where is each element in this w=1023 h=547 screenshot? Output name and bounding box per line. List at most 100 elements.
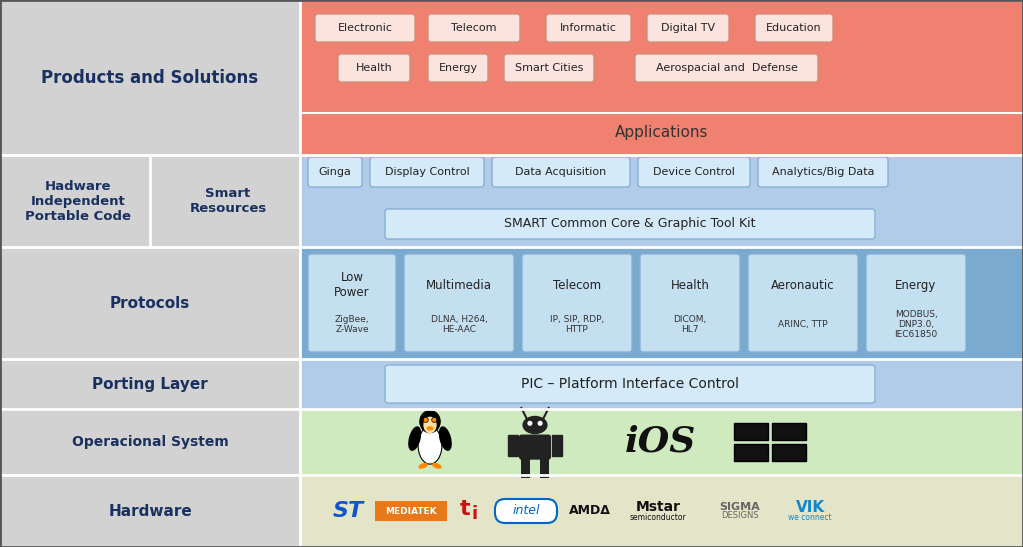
Text: Aeronautic: Aeronautic <box>771 279 835 292</box>
Text: ARINC, TTP: ARINC, TTP <box>779 320 828 329</box>
Text: Applications: Applications <box>615 125 708 141</box>
Bar <box>300 359 1023 409</box>
FancyBboxPatch shape <box>370 157 484 187</box>
Text: SIGMA: SIGMA <box>719 502 760 512</box>
Text: Energy: Energy <box>895 279 937 292</box>
Text: Energy: Energy <box>439 63 478 73</box>
Text: Telecom: Telecom <box>451 23 497 33</box>
Ellipse shape <box>418 427 442 464</box>
Ellipse shape <box>409 427 420 450</box>
Bar <box>300 409 1023 475</box>
Text: Multimedia: Multimedia <box>426 279 492 292</box>
Text: Display Control: Display Control <box>385 167 470 177</box>
Text: Operacional System: Operacional System <box>72 435 228 449</box>
Text: Analytics/Big Data: Analytics/Big Data <box>771 167 875 177</box>
Circle shape <box>424 417 429 422</box>
Bar <box>0 359 300 409</box>
Text: Education: Education <box>766 23 821 33</box>
Text: AMDΔ: AMDΔ <box>569 504 611 517</box>
Text: MODBUS,
DNP3.0,
IEC61850: MODBUS, DNP3.0, IEC61850 <box>894 310 938 340</box>
FancyBboxPatch shape <box>771 423 806 440</box>
Text: Data Acquisition: Data Acquisition <box>516 167 607 177</box>
Text: DICOM,
HL7: DICOM, HL7 <box>673 315 707 334</box>
Text: DESIGNS: DESIGNS <box>721 511 759 521</box>
FancyBboxPatch shape <box>522 254 632 352</box>
Text: i: i <box>472 505 478 523</box>
FancyBboxPatch shape <box>308 254 396 352</box>
Bar <box>0 0 300 155</box>
Bar <box>0 247 300 359</box>
FancyBboxPatch shape <box>638 157 750 187</box>
Bar <box>300 0 1023 155</box>
FancyBboxPatch shape <box>404 254 514 352</box>
FancyBboxPatch shape <box>758 157 888 187</box>
FancyBboxPatch shape <box>546 14 631 42</box>
Text: Smart
Resources: Smart Resources <box>189 187 267 215</box>
FancyBboxPatch shape <box>520 435 550 459</box>
Text: Ginga: Ginga <box>318 167 352 177</box>
FancyBboxPatch shape <box>385 365 875 403</box>
FancyBboxPatch shape <box>755 14 833 42</box>
Bar <box>552 435 563 456</box>
FancyBboxPatch shape <box>428 54 488 82</box>
Text: Aerospacial and  Defense: Aerospacial and Defense <box>656 63 798 73</box>
Bar <box>540 457 548 478</box>
Text: ZigBee,
Z-Wave: ZigBee, Z-Wave <box>335 315 369 334</box>
Text: semiconductor: semiconductor <box>629 513 686 521</box>
Bar <box>375 501 447 521</box>
Circle shape <box>432 417 437 422</box>
Ellipse shape <box>419 411 440 433</box>
FancyBboxPatch shape <box>748 254 858 352</box>
Text: Products and Solutions: Products and Solutions <box>42 69 259 87</box>
Bar <box>0 409 300 475</box>
Text: DLNA, H264,
HE-AAC: DLNA, H264, HE-AAC <box>431 315 487 334</box>
FancyBboxPatch shape <box>866 254 966 352</box>
Ellipse shape <box>425 417 436 433</box>
FancyBboxPatch shape <box>495 499 557 523</box>
FancyBboxPatch shape <box>308 157 362 187</box>
Text: intel: intel <box>513 504 540 517</box>
Text: Porting Layer: Porting Layer <box>92 376 208 392</box>
Ellipse shape <box>523 416 547 434</box>
Bar <box>300 247 1023 359</box>
Text: t: t <box>459 499 471 519</box>
Text: Hadware
Independent
Portable Code: Hadware Independent Portable Code <box>25 179 131 223</box>
Bar <box>300 475 1023 547</box>
Text: Protocols: Protocols <box>109 295 190 311</box>
Text: VIK: VIK <box>796 499 825 515</box>
Text: Health: Health <box>670 279 709 292</box>
FancyBboxPatch shape <box>735 423 768 440</box>
Text: Mstar: Mstar <box>635 500 680 514</box>
FancyBboxPatch shape <box>647 14 729 42</box>
Text: Digital TV: Digital TV <box>661 23 715 33</box>
Text: Device Control: Device Control <box>653 167 735 177</box>
FancyBboxPatch shape <box>771 444 806 461</box>
FancyBboxPatch shape <box>640 254 740 352</box>
Text: Health: Health <box>356 63 393 73</box>
Text: IP, SIP, RDP,
HTTP: IP, SIP, RDP, HTTP <box>550 315 605 334</box>
FancyBboxPatch shape <box>428 14 520 42</box>
Text: Hardware: Hardware <box>108 503 192 519</box>
Bar <box>0 475 300 547</box>
Text: MEDIATEK: MEDIATEK <box>386 507 437 515</box>
FancyBboxPatch shape <box>385 209 875 239</box>
Bar <box>300 155 1023 247</box>
Text: Smart Cities: Smart Cities <box>515 63 583 73</box>
Ellipse shape <box>440 427 451 450</box>
Bar <box>507 435 518 456</box>
Ellipse shape <box>432 463 442 469</box>
Text: Informatic: Informatic <box>560 23 617 33</box>
Text: Electronic: Electronic <box>338 23 393 33</box>
FancyBboxPatch shape <box>635 54 818 82</box>
Circle shape <box>537 421 542 426</box>
Bar <box>522 457 530 478</box>
Circle shape <box>527 421 532 426</box>
Text: ST: ST <box>332 501 363 521</box>
FancyBboxPatch shape <box>338 54 410 82</box>
FancyBboxPatch shape <box>315 14 415 42</box>
Text: Low
Power: Low Power <box>335 271 369 299</box>
FancyBboxPatch shape <box>492 157 630 187</box>
Text: Telecom: Telecom <box>553 279 602 292</box>
Text: iOS: iOS <box>624 425 696 459</box>
Text: SMART Common Core & Graphic Tool Kit: SMART Common Core & Graphic Tool Kit <box>504 218 756 230</box>
